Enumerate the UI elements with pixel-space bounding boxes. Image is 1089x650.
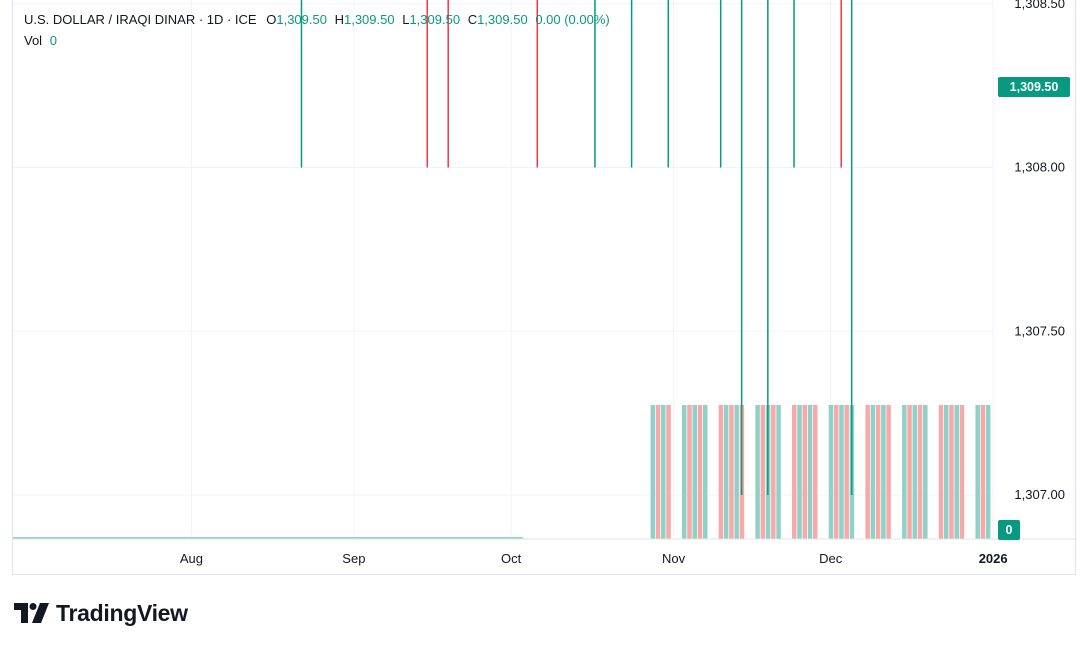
volume-bar [886,405,891,539]
low-value: 1,309.50 [409,12,461,27]
x-tick-label: 2026 [979,551,1008,566]
volume-bar [697,405,703,539]
volume-bar [975,405,980,539]
volume-bar [828,405,834,539]
volume-bar [917,405,923,539]
x-tick-label: Dec [819,551,843,566]
volume-bar [959,405,965,539]
volume-bar [907,405,912,539]
volume-bar [792,405,797,539]
axes: 1,307.001,307.501,308.001,308.501,309.00… [13,0,1077,566]
candles [300,0,853,495]
price-chart[interactable]: 1,307.001,307.501,308.001,308.501,309.00… [13,0,1077,575]
volume-bar [734,405,739,539]
high-label: H [334,12,344,27]
volume-bar [839,405,844,539]
volume-bar [881,405,886,539]
x-tick-label: Aug [180,551,203,566]
brand-name: TradingView [56,599,188,626]
volume-bar [655,405,661,539]
volume-bar [692,405,697,539]
x-tick-label: Nov [662,551,686,566]
x-tick-label: Sep [342,551,365,566]
tradingview-logo-icon [14,603,49,623]
volume-value: 0 [49,33,57,48]
volume-bar [985,405,991,539]
volume-bar [870,405,876,539]
volume-bar [865,405,870,539]
y-tick-label: 1,307.50 [1014,323,1065,338]
high-value: 1,309.50 [343,12,395,27]
tradingview-logo[interactable]: TradingView [14,597,188,629]
open-value: 1,309.50 [276,12,327,27]
chart-grid [13,0,994,538]
volume-bar [938,405,944,539]
volume-bar [807,405,813,539]
open-label: O [266,12,277,27]
y-tick-label: 1,308.00 [1014,160,1065,175]
symbol-name: U.S. DOLLAR / IRAQI DINAR · 1D · ICE [24,12,257,27]
volume-bar [771,405,776,539]
volume-bar [923,405,928,539]
volume-bar [912,405,918,539]
volume-badge: 0 [998,520,1020,540]
volume-bar [833,405,839,539]
volume-bar [797,405,802,539]
close-value: 1,309.50 [477,12,528,27]
volume-bar [813,405,818,539]
volume-bar [666,405,671,539]
x-tick-label: Oct [501,551,522,566]
y-tick-label: 1,307.00 [1014,487,1065,502]
volume-bar [723,405,729,539]
volume-bar [949,405,954,539]
volume-label: Vol [24,33,43,48]
volume-bar [980,405,986,539]
volume-bar [875,405,881,539]
volume-legend: Vol 0 [24,33,57,48]
volume-bar [760,405,766,539]
y-tick-label: 1,308.50 [1014,0,1065,11]
volume-bar [776,405,781,539]
volume-bars [13,405,991,539]
change-value: 0.00 (0.00%) [535,12,610,27]
volume-bar [702,405,708,539]
volume-bar [661,405,666,539]
volume-bar [802,405,808,539]
volume-bar [650,405,656,539]
low-label: L [402,12,410,27]
volume-bar [954,405,959,539]
close-label: C [467,12,478,27]
volume-bar [755,405,760,539]
volume-bar [902,405,907,539]
volume-bar [682,405,687,539]
volume-bar [729,405,734,539]
volume-bar [844,405,849,539]
last-price-badge: 1,309.50 [998,77,1070,97]
volume-bar [687,405,692,539]
volume-bar [718,405,724,539]
chart-frame: 1,307.001,307.501,308.001,308.501,309.00… [12,0,1077,575]
volume-bar [944,405,949,539]
symbol-legend: U.S. DOLLAR / IRAQI DINAR · 1D · ICE O1,… [24,12,610,27]
